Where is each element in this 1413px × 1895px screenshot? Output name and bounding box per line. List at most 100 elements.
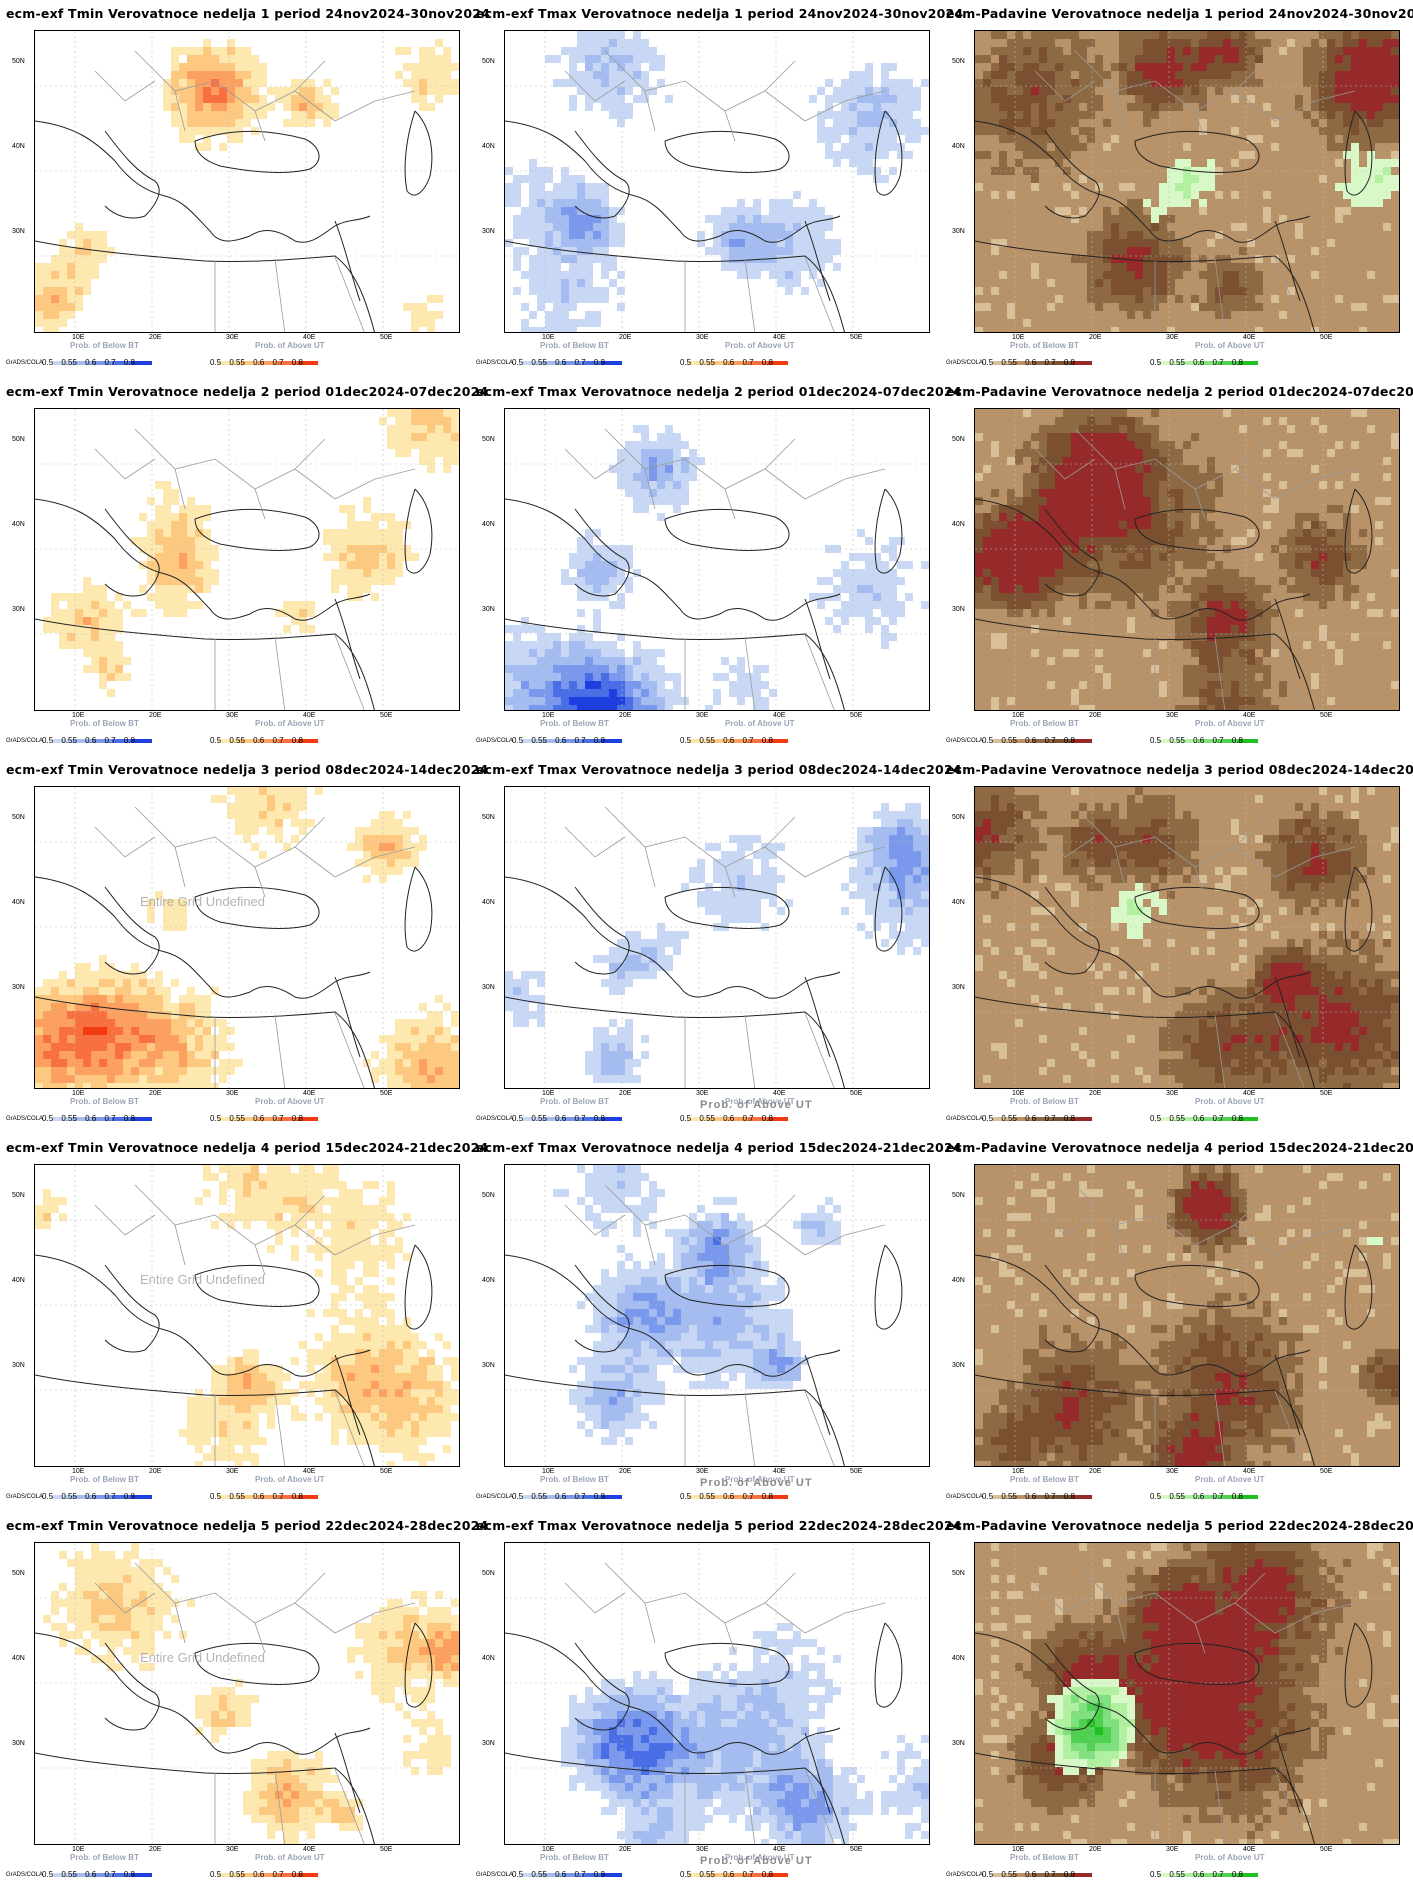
lon-tick: 30E <box>226 712 239 719</box>
lon-tick: 20E <box>619 334 632 341</box>
map-area <box>974 408 1400 711</box>
map-panel-r1c2: ecm-exf Tmax Verovatnoce nedelja 1 perio… <box>470 0 963 375</box>
colorbar-swatch <box>132 1873 152 1877</box>
colorbar-above <box>218 1106 318 1121</box>
colorbar-swatch <box>52 1495 72 1499</box>
lon-tick: 50E <box>850 1846 863 1853</box>
colorbar-swatch <box>582 739 602 743</box>
colorbar-swatch <box>1198 739 1218 743</box>
colorbar-below-title: Prob. of Below BT <box>540 719 609 728</box>
lat-tick: 30N <box>12 606 25 613</box>
lon-tick: 50E <box>1320 712 1333 719</box>
colorbar-above <box>688 1484 788 1499</box>
lat-tick: 50N <box>12 1192 25 1199</box>
map-svg <box>35 787 459 1088</box>
lat-tick: 40N <box>482 899 495 906</box>
colorbar-above <box>1158 1862 1258 1877</box>
map-area <box>504 30 930 333</box>
lon-tick: 40E <box>1243 712 1256 719</box>
grads-label: GrADS/COLA <box>476 360 514 366</box>
lon-tick: 30E <box>226 1468 239 1475</box>
lon-tick: 40E <box>303 1846 316 1853</box>
lat-tick: 40N <box>482 1655 495 1662</box>
colorbar-below-title: Prob. of Below BT <box>1010 1853 1079 1862</box>
colorbar-above-title: Prob. of Above UT <box>1195 341 1265 350</box>
colorbar-swatch <box>768 1495 788 1499</box>
colorbar-swatch <box>688 739 708 743</box>
colorbar-swatch <box>1012 1117 1032 1121</box>
lon-tick: 20E <box>149 712 162 719</box>
colorbar-swatch <box>708 1873 728 1877</box>
coastline-layer <box>505 1244 903 1466</box>
colorbar-below-values: 0.5 0.55 0.6 0.7 0.8 <box>42 1870 135 1879</box>
borders-layer <box>1034 50 1356 332</box>
lon-tick: 10E <box>1012 712 1025 719</box>
probability-field <box>505 803 929 1083</box>
lon-tick: 20E <box>1089 334 1102 341</box>
map-panel-r3c2: ecm-exf Tmax Verovatnoce nedelja 3 perio… <box>470 756 962 1131</box>
colorbar-below-values: 0.5 0.55 0.6 0.7 0.8 <box>982 1114 1075 1123</box>
lon-tick: 40E <box>1243 1846 1256 1853</box>
map-svg <box>35 31 459 332</box>
map-panel-r2c3: ecm-Padavine Verovatnoce nedelja 2 perio… <box>940 378 1413 753</box>
lat-tick: 40N <box>12 521 25 528</box>
map-panel-r4c3: ecm-Padavine Verovatnoce nedelja 4 perio… <box>940 1134 1413 1509</box>
lon-tick: 20E <box>619 1846 632 1853</box>
colorbar-swatch <box>278 1873 298 1877</box>
colorbar-swatch <box>258 361 278 365</box>
probability-field <box>1111 883 1167 939</box>
colorbar-swatch <box>602 1873 622 1877</box>
lat-tick: 50N <box>482 436 495 443</box>
probability-field <box>43 409 459 697</box>
coastline-layer <box>975 866 1373 1088</box>
colorbar-swatch <box>1032 1873 1052 1877</box>
colorbar-swatch <box>562 1873 582 1877</box>
colorbar-above <box>688 1862 788 1877</box>
lat-tick: 50N <box>482 58 495 65</box>
colorbar-above-title: Prob. of Above UT <box>725 1475 795 1484</box>
colorbar-above-title: Prob. of Above UT <box>725 341 795 350</box>
colorbar-swatch <box>522 1873 542 1877</box>
colorbar-swatch <box>1032 361 1052 365</box>
colorbar-above <box>1158 1484 1258 1499</box>
colorbar-swatch <box>72 1117 92 1121</box>
colorbar-below <box>52 1862 152 1877</box>
colorbar-swatch <box>1238 1495 1258 1499</box>
lon-tick: 30E <box>1166 1090 1179 1097</box>
probability-field <box>1367 1237 1383 1245</box>
colorbar-above-values: 0.5 0.55 0.6 0.7 0.8 <box>1150 1114 1243 1123</box>
probability-field <box>553 1165 841 1445</box>
map-area <box>974 1542 1400 1845</box>
lon-tick: 40E <box>773 334 786 341</box>
graticule <box>975 787 1399 1088</box>
coastline-layer <box>505 110 903 332</box>
panel-title: ecm-exf Tmax Verovatnoce nedelja 1 perio… <box>476 6 964 21</box>
coastline-layer <box>505 488 903 710</box>
borders-layer <box>94 1562 416 1844</box>
colorbar-swatch <box>522 739 542 743</box>
coastline-layer <box>975 110 1373 332</box>
colorbar-above <box>218 350 318 365</box>
borders-layer <box>1034 1184 1356 1466</box>
colorbar-above <box>688 350 788 365</box>
coastline-layer <box>975 1244 1373 1466</box>
colorbar-swatch <box>132 1117 152 1121</box>
graticule <box>975 1543 1399 1844</box>
colorbar-swatch <box>258 1495 278 1499</box>
lat-tick: 50N <box>482 814 495 821</box>
colorbar-above-title: Prob. of Above UT <box>255 719 325 728</box>
colorbar-swatch <box>1158 361 1178 365</box>
colorbar-swatch <box>688 1873 708 1877</box>
colorbar-swatch <box>768 739 788 743</box>
colorbar-swatch <box>218 1873 238 1877</box>
colorbar-swatch <box>298 1495 318 1499</box>
lon-tick: 30E <box>226 1090 239 1097</box>
lon-tick: 10E <box>542 1468 555 1475</box>
colorbar-swatch <box>218 1495 238 1499</box>
undefined-grid-overlay: Entire Grid Undefined <box>140 894 266 909</box>
colorbar-above-values: 0.5 0.55 0.6 0.7 0.8 <box>680 1114 773 1123</box>
colorbar-above-title: Prob. of Above UT <box>1195 1475 1265 1484</box>
colorbar-above-values: 0.5 0.55 0.6 0.7 0.8 <box>210 1492 303 1501</box>
graticule <box>975 1165 1399 1466</box>
lat-tick: 30N <box>12 1362 25 1369</box>
